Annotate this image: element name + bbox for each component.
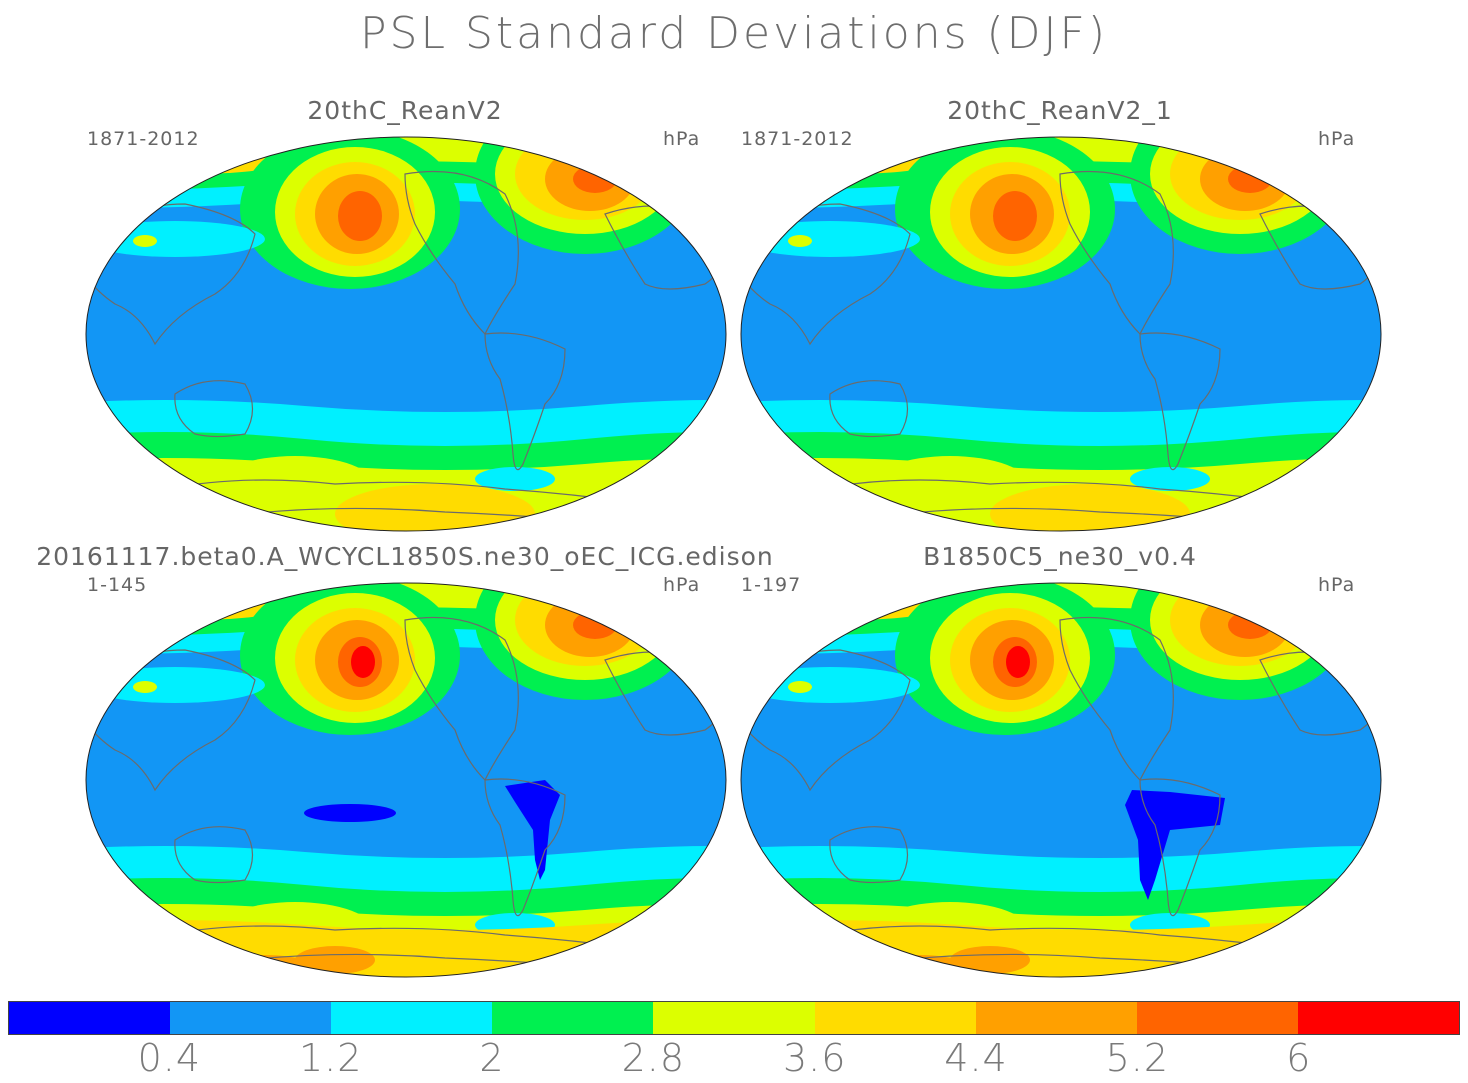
panel-years: 1-197 [741,574,802,596]
colorbar-tick-label: 0.4 [137,1036,202,1080]
colorbar-swatch [331,1002,493,1034]
colorbar-tick-label: 5.2 [1105,1036,1170,1080]
panel-units: hPa [1318,574,1356,596]
panel-years: 1-145 [87,574,148,596]
colorbar-tick-label: 6 [1286,1036,1312,1080]
panel-title: 20thC_ReanV2_1 [947,96,1173,125]
colorbar-swatch [1297,1002,1459,1034]
colorbar-swatch [9,1002,171,1034]
map-panel-1: 20thC_ReanV2 1871-2012 hPa [45,96,765,536]
colorbar-tick-label: 2 [479,1036,505,1080]
map-panel-3: 20161117.beta0.A_WCYCL1850S.ne30_oEC_ICG… [36,542,773,982]
colorbar-tick-label: 3.6 [782,1036,847,1080]
panel-years: 1871-2012 [87,128,200,150]
psl-map [740,582,1382,978]
colorbar-swatch [1136,1002,1298,1034]
colorbar-swatch [814,1002,976,1034]
colorbar-labels: 0.4 1.2 2 2.8 3.6 4.4 5.2 6 [8,1036,1460,1080]
psl-map [85,136,727,532]
panel-units: hPa [663,128,701,150]
colorbar-tick-label: 4.4 [944,1036,1008,1080]
colorbar-swatch [170,1002,332,1034]
colorbar [8,1001,1460,1035]
main-title: PSL Standard Deviations (DJF) [360,8,1108,59]
panel-units: hPa [663,574,701,596]
panel-title: B1850C5_ne30_v0.4 [923,542,1197,571]
panel-title: 20161117.beta0.A_WCYCL1850S.ne30_oEC_ICG… [36,542,774,571]
colorbar-tick-label: 1.2 [298,1036,363,1080]
colorbar-swatch [653,1002,815,1034]
psl-map [740,136,1382,532]
map-panel-2: 20thC_ReanV2_1 1871-2012 hPa [700,96,1420,536]
panel-title: 20thC_ReanV2 [307,96,503,125]
panel-units: hPa [1318,128,1356,150]
colorbar-swatch [492,1002,654,1034]
psl-map [85,582,727,978]
colorbar-swatch [975,1002,1137,1034]
colorbar-tick-label: 2.8 [621,1036,686,1080]
map-panel-4: B1850C5_ne30_v0.4 1-197 hPa [700,542,1420,982]
panel-years: 1871-2012 [741,128,854,150]
